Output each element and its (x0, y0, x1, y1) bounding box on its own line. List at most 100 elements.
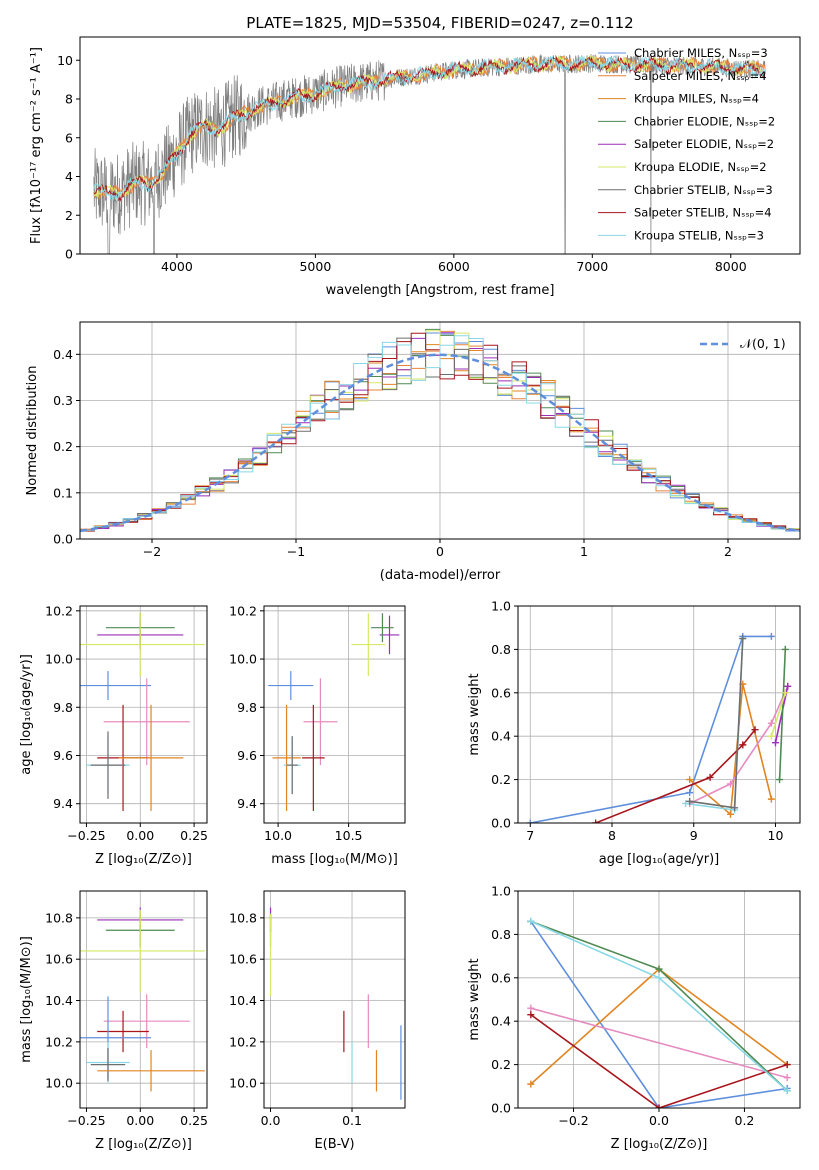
y-tick-label: 0.6 (491, 685, 511, 700)
legend-label: Kroupa STELIB, Nₛₛₚ=3 (634, 228, 764, 242)
model-line (93, 55, 766, 202)
legend-label: Salpeter STELIB, Nₛₛₚ=4 (634, 206, 772, 220)
weight-marker (527, 1004, 535, 1012)
y-tick-label: 8 (65, 92, 73, 107)
weight-line (530, 635, 772, 823)
y-axis-label: mass [log₁₀(M/M⊙)] (19, 936, 34, 1063)
weight-marker (783, 1074, 791, 1082)
x-tick-label: −0.25 (67, 1113, 105, 1128)
x-axis-label: (data-model)/error (380, 568, 501, 583)
plot-area (526, 632, 792, 823)
x-tick-label: 10 (768, 828, 784, 843)
x-axis-label: age [log₁₀(age/yr)] (599, 852, 720, 867)
weight-marker (592, 819, 600, 823)
x-tick-label: 7000 (576, 259, 608, 274)
y-tick-label: 10.0 (45, 652, 73, 667)
x-tick-label: 0.0 (649, 1113, 669, 1128)
y-tick-label: 10.6 (229, 952, 257, 967)
x-axis-label: E(B-V) (314, 1137, 354, 1152)
y-tick-label: 0.2 (491, 1057, 511, 1072)
weight-marker (767, 732, 775, 740)
x-tick-label: 0.00 (126, 1113, 154, 1128)
weight-marker (706, 773, 714, 781)
y-tick-label: 10.2 (45, 1034, 73, 1049)
y-tick-label: 10.8 (45, 910, 73, 925)
x-tick-label: 0.1 (342, 1113, 362, 1128)
legend-label: Chabrier MILES, Nₛₛₚ=3 (634, 46, 768, 60)
axes-frame (263, 605, 406, 824)
weight-line (530, 1014, 788, 1108)
x-tick-label: 8 (608, 828, 616, 843)
y-tick-label: 10 (57, 53, 73, 68)
weight-marker (655, 965, 663, 973)
plot-area (527, 917, 791, 1108)
x-tick-label: 7 (526, 828, 534, 843)
weight-marker (784, 682, 792, 690)
y-tick-label: 0.0 (491, 1101, 511, 1116)
y-tick-label: 10.6 (45, 952, 73, 967)
x-tick-label: 8000 (715, 259, 747, 274)
y-tick-label: 0.2 (53, 439, 73, 454)
y-tick-label: 0.0 (53, 532, 73, 547)
y-axis-label: mass weight (467, 958, 482, 1040)
spectrum-axes: 4000 5000 6000 7000 8000 0 2 4 6 8 10 wavelength [A… (29, 14, 801, 298)
y-tick-label: 9.6 (53, 748, 73, 763)
y-tick-label: 0.8 (491, 642, 511, 657)
x-axis-label: Z [log₁₀(Z/Z⊙)] (95, 1137, 192, 1152)
weight-marker (682, 799, 690, 807)
x-tick-label: −0.25 (67, 828, 105, 843)
observed-spectrum-line (93, 53, 766, 254)
y-tick-label: 10.2 (229, 1034, 257, 1049)
axes-frame (79, 605, 208, 824)
histogram-step (80, 335, 800, 539)
weight-marker (527, 1011, 535, 1019)
legend-label: 𝒩(0, 1) (740, 336, 786, 351)
weight-marker (727, 780, 735, 788)
weight-line (778, 649, 787, 780)
plot-area (80, 907, 205, 1092)
weight-marker (771, 739, 779, 747)
weight-marker (739, 741, 747, 749)
y-tick-label: 10.0 (229, 652, 257, 667)
y-tick-label: 0.6 (491, 970, 511, 985)
x-tick-label: 0.00 (126, 828, 154, 843)
x-tick-label: 9 (690, 828, 698, 843)
x-tick-label: 0.25 (180, 828, 208, 843)
weight-marker (731, 804, 739, 812)
y-tick-label: 0 (65, 247, 73, 262)
weight-line (530, 1007, 788, 1079)
y-tick-label: 10.8 (229, 910, 257, 925)
weight-marker (686, 797, 694, 805)
normal-curve (80, 353, 800, 533)
y-axis-label: Flux [fλ10⁻¹⁷ erg cm⁻² s⁻¹ A⁻¹] (29, 47, 44, 244)
legend-label: Salpeter ELODIE, Nₛₛₚ=2 (634, 137, 774, 151)
x-tick-label: −0.2 (558, 1113, 588, 1128)
weight-marker (655, 974, 663, 982)
y-tick-label: 10.2 (45, 603, 73, 618)
axes-frame (79, 890, 208, 1109)
y-tick-label: 10.0 (45, 1076, 73, 1091)
x-tick-label: 0.25 (180, 1113, 208, 1128)
y-tick-label: 0.1 (53, 485, 73, 500)
x-tick-label: −1 (287, 544, 305, 559)
x-axis-label: mass [log₁₀(M/M⊙)] (271, 852, 398, 867)
y-tick-label: 10.0 (229, 1076, 257, 1091)
legend-label: Salpeter MILES, Nₛₛₚ=4 (634, 69, 767, 83)
y-tick-label: 9.4 (53, 796, 73, 811)
legend-label: Chabrier ELODIE, Nₛₛₚ=2 (634, 114, 775, 128)
y-tick-label: 1.0 (491, 884, 511, 899)
axes-frame (517, 605, 801, 824)
weight-marker (739, 635, 747, 643)
x-tick-label: 4000 (161, 259, 193, 274)
weight-line (770, 692, 787, 737)
weight-marker (783, 1087, 791, 1095)
weight-marker (527, 917, 535, 925)
y-tick-label: 10.2 (229, 603, 257, 618)
y-tick-label: 4 (65, 169, 73, 184)
y-tick-label: 9.4 (237, 796, 257, 811)
weight-marker (526, 819, 534, 823)
y-tick-label: 9.8 (53, 700, 73, 715)
weight-marker (686, 789, 694, 797)
weight-line (595, 729, 756, 823)
